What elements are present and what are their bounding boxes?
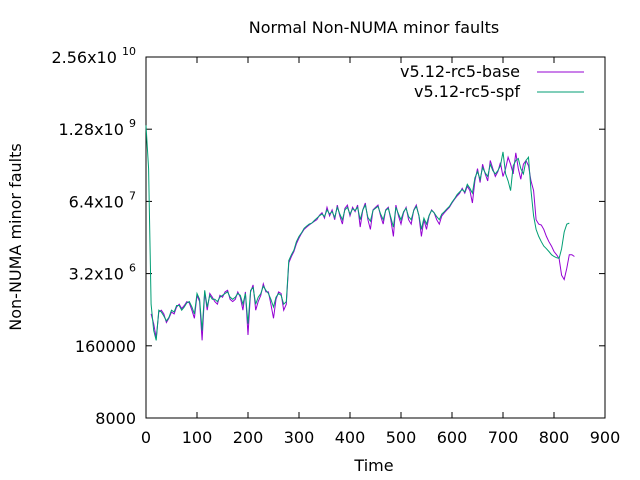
legend-label-2: v5.12-rc5-spf <box>414 82 520 101</box>
x-tick-label: 500 <box>386 428 417 447</box>
chart-title: Normal Non-NUMA minor faults <box>249 18 499 37</box>
y-tick-label: 6.4x10 7 <box>69 189 136 211</box>
x-tick-label: 800 <box>539 428 570 447</box>
y-tick-label: 1.28x10 9 <box>58 117 136 139</box>
x-axis-ticks: 0 100 200 300 400 500 600 700 800 900 <box>141 57 620 447</box>
plot-frame <box>145 56 606 419</box>
y-tick-label: 3.2x10 6 <box>69 262 136 284</box>
x-tick-label: 600 <box>437 428 468 447</box>
x-tick-label: 100 <box>182 428 213 447</box>
x-tick-label: 900 <box>590 428 621 447</box>
series-lines <box>145 125 575 341</box>
y-tick-mantissa: 6.4x10 <box>69 192 129 211</box>
y-tick-exponent: 9 <box>129 117 136 130</box>
y-tick-label: 8000 <box>95 409 136 428</box>
y-axis-label: Non-NUMA minor faults <box>6 143 25 330</box>
y-tick-mantissa: 1.28x10 <box>58 120 129 139</box>
y-tick-exponent: 7 <box>129 189 136 202</box>
y-tick-exponent: 6 <box>129 262 136 275</box>
x-axis-label: Time <box>353 456 393 475</box>
x-tick-label: 300 <box>284 428 315 447</box>
y-tick-label: 160000 <box>75 337 136 356</box>
x-tick-label: 400 <box>335 428 366 447</box>
plot-border <box>145 56 606 419</box>
legend-label-1: v5.12-rc5-base <box>400 62 520 81</box>
series-line-2 <box>145 125 570 341</box>
y-tick-label: 2.56x10 10 <box>51 45 136 67</box>
series-line-1 <box>150 152 575 341</box>
y-tick-exponent: 10 <box>122 45 136 58</box>
y-tick-mantissa: 2.56x10 <box>51 48 122 67</box>
x-tick-label: 0 <box>141 428 151 447</box>
x-tick-label: 700 <box>488 428 519 447</box>
x-tick-label: 200 <box>233 428 264 447</box>
y-tick-mantissa: 3.2x10 <box>69 265 129 284</box>
y-axis-ticks: 8000 160000 3.2x10 6 6.4x10 7 1.28x10 9 2.56x… <box>51 45 605 428</box>
